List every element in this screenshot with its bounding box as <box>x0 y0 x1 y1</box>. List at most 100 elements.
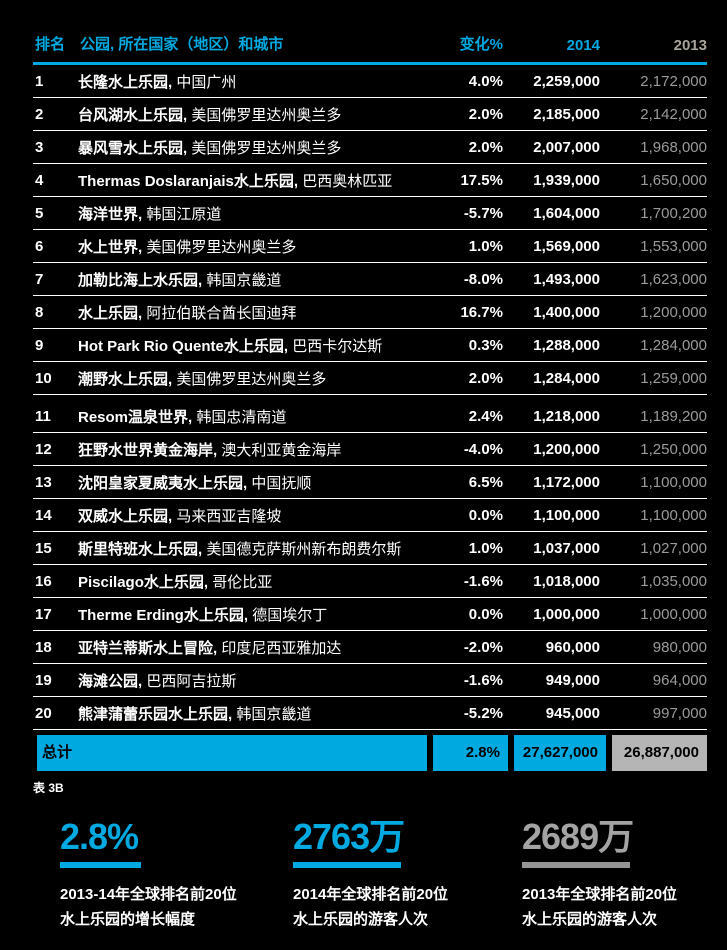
change-cell: 2.0% <box>468 138 503 156</box>
change-cell: -2.0% <box>463 638 503 656</box>
park-name: 长隆水上乐园, <box>78 73 173 91</box>
change-cell: 1.0% <box>468 539 503 557</box>
change-cell: 17.5% <box>460 171 503 189</box>
park-location: 澳大利亚黄金海岸 <box>221 441 342 459</box>
attendance-2014-cell: 2,185,000 <box>533 105 600 123</box>
park-name: 暴风雪水上乐园, <box>78 139 188 157</box>
attendance-2013-cell: 964,000 <box>652 671 707 689</box>
total-2013-cell: 26,887,000 <box>612 735 707 771</box>
park-name: Resom温泉世界, <box>78 408 193 426</box>
change-cell: -8.0% <box>463 270 503 288</box>
change-cell: 16.7% <box>460 303 503 321</box>
change-cell: 2.0% <box>468 105 503 123</box>
park-location: 韩国京畿道 <box>206 271 282 289</box>
stat-growth: 2.8% 2013-14年全球排名前20位 水上乐园的增长幅度 <box>60 818 285 932</box>
change-cell: 2.4% <box>468 407 503 425</box>
rank-cell: 5 <box>35 204 44 222</box>
stat-underline <box>60 862 141 868</box>
summary-stats: 2.8% 2013-14年全球排名前20位 水上乐园的增长幅度 2763万 20… <box>0 818 727 928</box>
rank-cell: 18 <box>35 638 52 656</box>
park-cell: 暴风雪水上乐园, 美国佛罗里达州奥兰多 <box>78 137 428 158</box>
attendance-2014-cell: 1,284,000 <box>533 369 600 387</box>
attendance-2013-cell: 1,100,000 <box>640 506 707 524</box>
attendance-2013-cell: 2,172,000 <box>640 72 707 90</box>
attendance-2013-cell: 2,142,000 <box>640 105 707 123</box>
attendance-2014-cell: 1,000,000 <box>533 605 600 623</box>
rank-cell: 1 <box>35 72 44 90</box>
table-row: 14 双威水上乐园, 马来西亚吉隆坡 0.0% 1,100,000 1,100,000 <box>33 499 707 532</box>
attendance-2013-cell: 1,189,200 <box>640 407 707 425</box>
attendance-2014-cell: 1,037,000 <box>533 539 600 557</box>
park-cell: Hot Park Rio Quente水上乐园, 巴西卡尔达斯 <box>78 335 428 356</box>
attendance-2013-cell: 1,284,000 <box>640 336 707 354</box>
park-name: 熊津蒲蕾乐园水上乐园, <box>78 705 233 723</box>
attendance-2013-cell: 1,700,200 <box>640 204 707 222</box>
header-rank: 排名 <box>35 36 66 53</box>
park-location: 美国佛罗里达州奥兰多 <box>191 139 342 157</box>
table-caption: 表 3B <box>33 781 64 795</box>
park-location: 巴西卡尔达斯 <box>292 337 383 355</box>
rank-cell: 3 <box>35 138 44 156</box>
total-gap <box>508 735 514 771</box>
attendance-2014-cell: 960,000 <box>545 638 600 656</box>
park-cell: 加勒比海上水乐园, 韩国京畿道 <box>78 269 428 290</box>
park-name: 台风湖水上乐园, <box>78 106 188 124</box>
park-location: 韩国忠清南道 <box>196 408 287 426</box>
stat-2014-desc: 2014年全球排名前20位 水上乐园的游客人次 <box>293 882 518 932</box>
park-location: 阿拉伯联合酋长国迪拜 <box>146 304 297 322</box>
park-cell: 双威水上乐园, 马来西亚吉隆坡 <box>78 505 428 526</box>
park-cell: 亚特兰蒂斯水上冒险, 印度尼西亚雅加达 <box>78 637 428 658</box>
park-location: 韩国京畿道 <box>236 705 312 723</box>
park-cell: 海洋世界, 韩国江原道 <box>78 203 428 224</box>
header-park: 公园, 所在国家（地区）和城市 <box>80 36 284 53</box>
change-cell: 0.0% <box>468 605 503 623</box>
park-cell: 熊津蒲蕾乐园水上乐园, 韩国京畿道 <box>78 703 428 724</box>
change-cell: 2.0% <box>468 369 503 387</box>
park-location: 美国佛罗里达州奥兰多 <box>176 370 327 388</box>
park-cell: 潮野水上乐园, 美国佛罗里达州奥兰多 <box>78 368 428 389</box>
rank-cell: 20 <box>35 704 52 722</box>
table-row: 15 斯里特班水上乐园, 美国德克萨斯州新布朗费尔斯 1.0% 1,037,000 1,… <box>33 532 707 565</box>
change-cell: 6.5% <box>468 473 503 491</box>
stat-2013-desc: 2013年全球排名前20位 水上乐园的游客人次 <box>522 882 727 932</box>
rank-cell: 9 <box>35 336 44 354</box>
attendance-2013-cell: 1,035,000 <box>640 572 707 590</box>
park-name: 海洋世界, <box>78 205 143 223</box>
stat-2013-attendance: 2689万 2013年全球排名前20位 水上乐园的游客人次 <box>522 818 727 932</box>
stat-desc-line2: 水上乐园的游客人次 <box>522 911 658 928</box>
park-name: 加勒比海上水乐园, <box>78 271 203 289</box>
attendance-2013-cell: 1,027,000 <box>640 539 707 557</box>
attendance-2014-cell: 945,000 <box>545 704 600 722</box>
stat-desc-line1: 2014年全球排名前20位 <box>293 886 449 903</box>
table-row: 18 亚特兰蒂斯水上冒险, 印度尼西亚雅加达 -2.0% 960,000 980,000 <box>33 631 707 664</box>
rank-cell: 2 <box>35 105 44 123</box>
table-header-row: 排名 公园, 所在国家（地区）和城市 变化% 2014 2013 <box>33 33 707 65</box>
change-cell: -1.6% <box>463 572 503 590</box>
rank-cell: 7 <box>35 270 44 288</box>
attendance-2013-cell: 980,000 <box>652 638 707 656</box>
rank-cell: 14 <box>35 506 52 524</box>
park-location: 中国抚顺 <box>251 474 312 492</box>
attendance-2014-cell: 1,200,000 <box>533 440 600 458</box>
total-change-cell: 2.8% <box>433 735 508 771</box>
park-location: 韩国江原道 <box>146 205 222 223</box>
rank-cell: 17 <box>35 605 52 623</box>
park-cell: 水上乐园, 阿拉伯联合酋长国迪拜 <box>78 302 428 323</box>
table-row: 16 Piscilago水上乐园, 哥伦比亚 -1.6% 1,018,000 1,035… <box>33 565 707 598</box>
stat-2014-value: 2763万 <box>293 816 405 857</box>
stat-growth-value: 2.8% <box>60 816 139 857</box>
attendance-2013-cell: 997,000 <box>652 704 707 722</box>
park-location: 马来西亚吉隆坡 <box>176 507 282 525</box>
change-cell: -5.7% <box>463 204 503 222</box>
stat-2014-attendance: 2763万 2014年全球排名前20位 水上乐园的游客人次 <box>293 818 518 932</box>
park-location: 巴西奥林匹亚 <box>302 172 393 190</box>
change-cell: -5.2% <box>463 704 503 722</box>
table-row: 6 水上世界, 美国佛罗里达州奥兰多 1.0% 1,569,000 1,553,000 <box>33 230 707 263</box>
header-2013: 2013 <box>673 37 707 54</box>
table-row: 20 熊津蒲蕾乐园水上乐园, 韩国京畿道 -5.2% 945,000 997,000 <box>33 697 707 730</box>
attendance-2014-cell: 2,259,000 <box>533 72 600 90</box>
total-gap <box>606 735 612 771</box>
attendance-2014-cell: 1,218,000 <box>533 407 600 425</box>
park-location: 巴西阿吉拉斯 <box>146 672 237 690</box>
